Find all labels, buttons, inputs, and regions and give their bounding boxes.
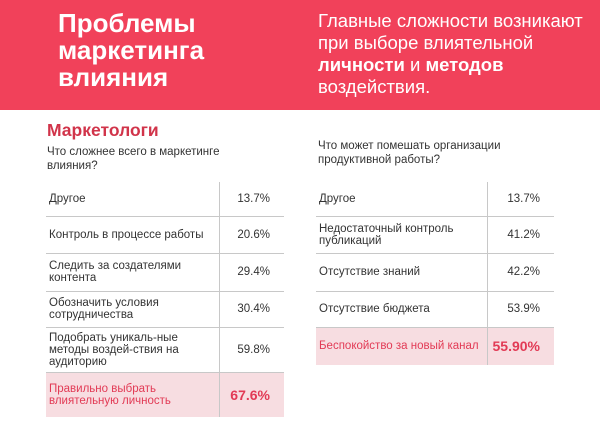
table-row: Другое 13.7% [316,182,554,216]
table-row: Недостаточный контроль публикаций 41.2% [316,216,554,253]
left-question: Что сложнее всего в маркетинге влияния? [47,146,220,172]
highlight-row: Беспокойство за новый канал 55.90% [316,327,554,365]
row-label: Отсутствие знаний [319,266,421,278]
row-value: 29.4% [219,253,284,291]
row-value: 20.6% [219,216,284,253]
row-label: Обозначить условия сотрудничества [49,297,159,321]
header-banner: Проблемы маркетинга влияния Главные слож… [0,0,600,110]
title-line: влияния [58,62,169,92]
highlight-value: 67.6% [219,372,284,417]
right-table: Другое 13.7% Недостаточный контроль публ… [316,182,554,365]
row-label: Следить за создателями контента [49,260,182,284]
left-table: Другое 13.7% Контроль в процессе работы … [46,182,284,417]
highlight-row: Правильно выбрать влиятельную личность 6… [46,372,284,417]
table-row: Отсутствие бюджета 53.9% [316,291,554,327]
row-value: 30.4% [219,291,284,327]
row-label: Другое [319,192,356,205]
highlight-label: Правильно выбрать влиятельную личность [49,382,171,407]
subtitle-bold-methods: методов [425,54,504,75]
page-title: Проблемы маркетинга влияния [58,10,258,91]
right-question: Что может помешать организации продуктив… [318,140,501,166]
table-row: Следить за создателями контента 29.4% [46,253,284,291]
table-row: Подобрать уникаль-ные методы воздей-стви… [46,327,284,372]
page-subtitle: Главные сложности возникают при выборе в… [318,10,588,98]
row-value: 13.7% [487,182,554,216]
title-line: Проблемы [58,8,196,38]
table-row: Отсутствие знаний 42.2% [316,253,554,291]
subtitle-text: воздействия. [318,76,431,97]
highlight-value: 55.90% [487,327,554,365]
row-value: 53.9% [487,291,554,327]
row-value: 42.2% [487,253,554,291]
row-label: Контроль в процессе работы [49,228,204,241]
title-line: маркетинга [58,35,205,65]
row-label: Другое [49,192,86,205]
subtitle-bold-personality: личности [318,54,405,75]
row-label: Недостаточный контроль публикаций [319,222,454,247]
row-label: Подобрать уникаль-ные методы воздей-стви… [49,331,179,368]
row-value: 41.2% [487,216,554,253]
marketers-heading: Маркетологи [47,120,159,140]
row-value: 13.7% [219,182,284,216]
subtitle-text: и [404,54,426,75]
row-label: Отсутствие бюджета [319,303,430,315]
subtitle-text: Главные сложности возникают при выборе в… [318,10,583,53]
table-row: Контроль в процессе работы 20.6% [46,216,284,253]
table-row: Другое 13.7% [46,182,284,216]
table-row: Обозначить условия сотрудничества 30.4% [46,291,284,327]
highlight-label: Беспокойство за новый канал [319,340,479,353]
row-value: 59.8% [219,327,284,372]
